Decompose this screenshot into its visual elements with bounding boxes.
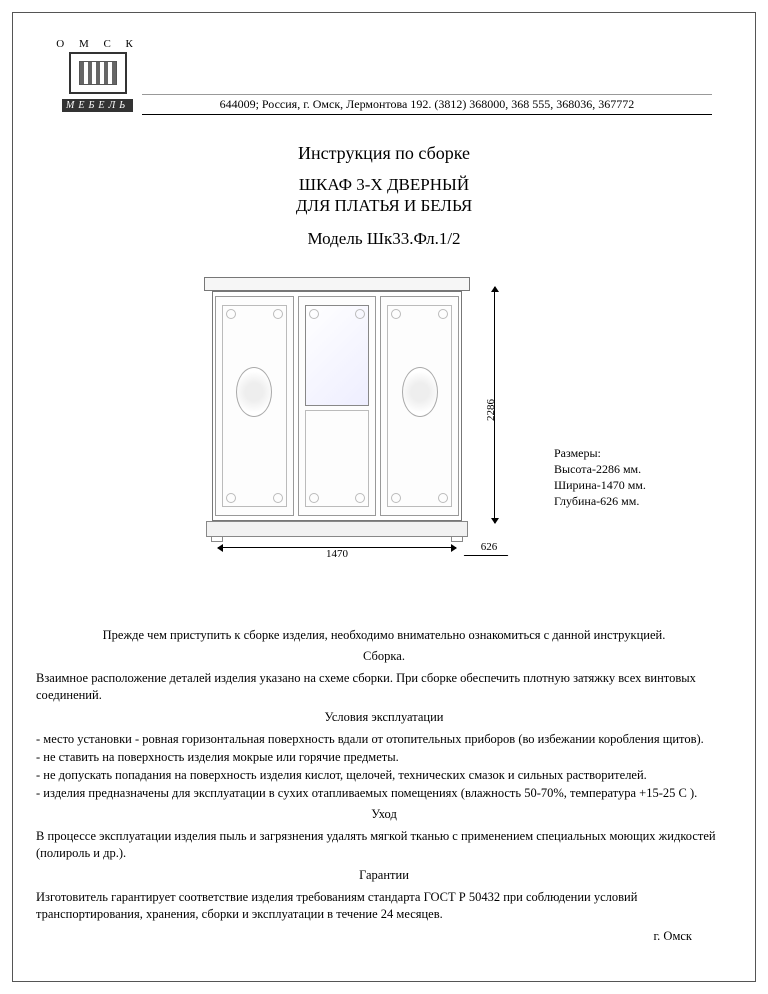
door-ornament-icon (236, 367, 272, 417)
dimension-depth: 626 (464, 541, 514, 556)
dimension-width-value: 1470 (326, 548, 348, 560)
dimension-width: 1470 (212, 547, 462, 560)
technical-drawing: 1470 626 2286 Размеры: Высота-2286 мм. Ш… (84, 277, 684, 577)
sizes-summary: Размеры: Высота-2286 мм. Ширина-1470 мм.… (554, 445, 646, 510)
size-width: Ширина-1470 мм. (554, 477, 646, 493)
wardrobe-plinth (206, 521, 468, 537)
size-depth: Глубина-626 мм. (554, 493, 646, 509)
wardrobe-cornice (204, 277, 470, 291)
wardrobe-door-center (298, 296, 377, 516)
sizes-heading: Размеры: (554, 445, 646, 461)
wardrobe-door-right (380, 296, 459, 516)
size-height: Высота-2286 мм. (554, 461, 646, 477)
wardrobe-door-left (215, 296, 294, 516)
door-mirror (305, 305, 370, 406)
dimension-height: 2286 (484, 287, 512, 537)
wardrobe-illustration (212, 277, 462, 537)
dimension-depth-value: 626 (481, 541, 498, 553)
wardrobe-body (212, 291, 462, 521)
dimension-height-value: 2286 (485, 399, 497, 421)
door-ornament-icon (402, 367, 438, 417)
